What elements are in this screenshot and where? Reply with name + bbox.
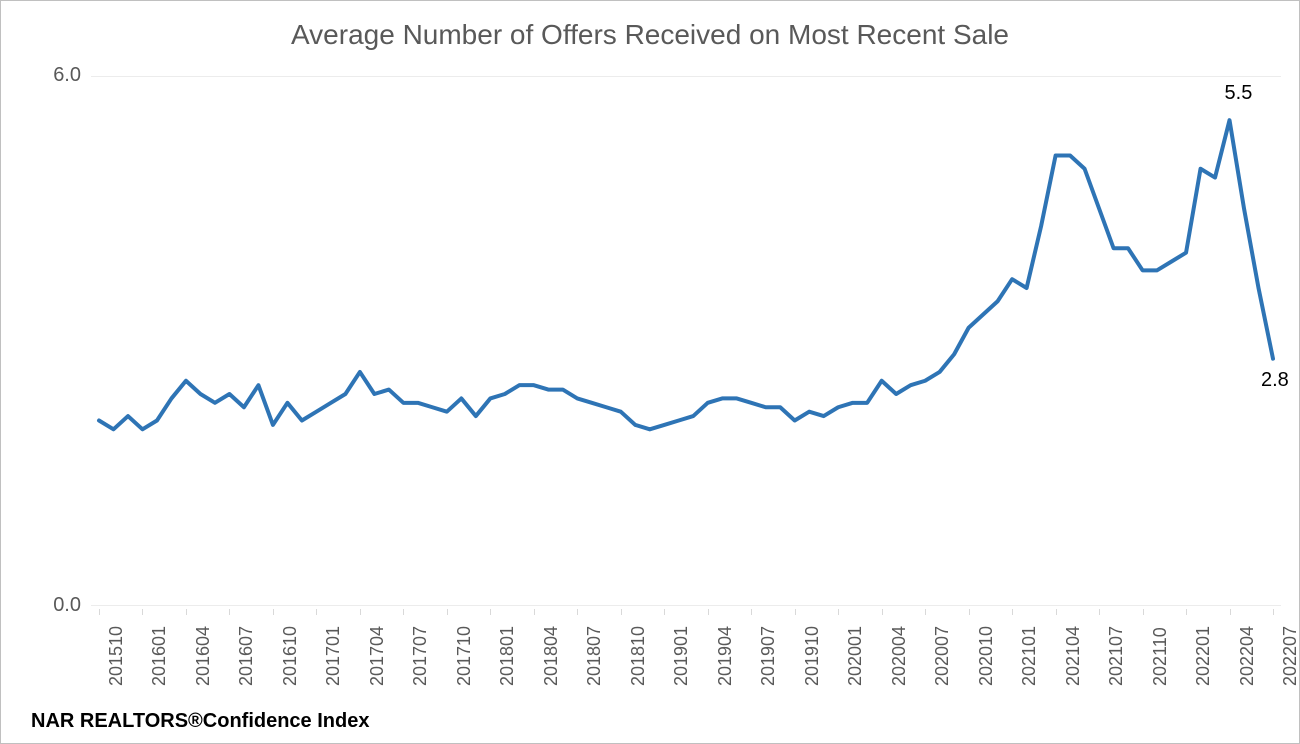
x-tick-mark [447,609,448,615]
x-tick-label: 202101 [1019,626,1040,686]
y-tick-label: 6.0 [53,64,81,87]
x-tick-label: 201701 [323,626,344,686]
x-tick-mark [925,609,926,615]
data-point-label: 2.8 [1261,369,1289,392]
footer-source-label: NAR REALTORS®Confidence Index [31,710,369,733]
x-tick-label: 202004 [889,626,910,686]
x-tick-mark [1012,609,1013,615]
x-tick-label: 201801 [497,626,518,686]
x-tick-label: 201807 [584,626,605,686]
x-tick-mark [142,609,143,615]
x-tick-label: 201610 [280,626,301,686]
x-tick-mark [1143,609,1144,615]
line-chart-svg [91,76,1281,606]
x-tick-mark [316,609,317,615]
x-tick-label: 201707 [410,626,431,686]
x-tick-mark [490,609,491,615]
x-tick-mark [795,609,796,615]
x-axis-ticks: 201510 201601 201604 201607 201610 201701 2017… [91,611,1281,701]
x-tick-mark [1230,609,1231,615]
x-tick-label: 202204 [1237,626,1258,686]
x-tick-mark [273,609,274,615]
series-line [99,120,1273,429]
x-tick-label: 201607 [236,626,257,686]
x-tick-label: 201510 [106,626,127,686]
x-tick-mark [577,609,578,615]
x-tick-label: 201704 [367,626,388,686]
x-tick-label: 201910 [802,626,823,686]
x-tick-label: 202007 [932,626,953,686]
x-tick-mark [403,609,404,615]
x-tick-label: 202207 [1280,626,1300,686]
x-tick-mark [534,609,535,615]
x-tick-mark [708,609,709,615]
x-tick-mark [229,609,230,615]
y-tick-label: 0.0 [53,594,81,617]
x-tick-label: 202010 [976,626,997,686]
x-tick-mark [882,609,883,615]
x-tick-label: 202001 [845,626,866,686]
data-point-label: 5.5 [1225,82,1253,105]
chart-title: Average Number of Offers Received on Mos… [1,19,1299,51]
plot-area [91,76,1281,606]
x-tick-mark [1273,609,1274,615]
x-tick-label: 201804 [541,626,562,686]
x-tick-label: 202201 [1193,626,1214,686]
x-tick-mark [1186,609,1187,615]
x-tick-label: 202107 [1106,626,1127,686]
x-tick-mark [186,609,187,615]
x-tick-mark [1056,609,1057,615]
x-tick-mark [838,609,839,615]
x-tick-mark [1099,609,1100,615]
x-tick-label: 201907 [758,626,779,686]
x-tick-label: 202110 [1150,627,1171,686]
x-tick-mark [360,609,361,615]
x-tick-label: 201810 [628,626,649,686]
x-tick-label: 201601 [149,626,170,686]
x-tick-label: 201604 [193,626,214,686]
x-tick-mark [99,609,100,615]
x-tick-label: 201710 [454,626,475,686]
chart-container: Average Number of Offers Received on Mos… [0,0,1300,744]
x-tick-label: 201901 [671,626,692,686]
x-tick-mark [621,609,622,615]
x-tick-label: 202104 [1063,626,1084,686]
x-tick-mark [969,609,970,615]
x-tick-mark [664,609,665,615]
x-tick-mark [751,609,752,615]
x-tick-label: 201904 [715,626,736,686]
